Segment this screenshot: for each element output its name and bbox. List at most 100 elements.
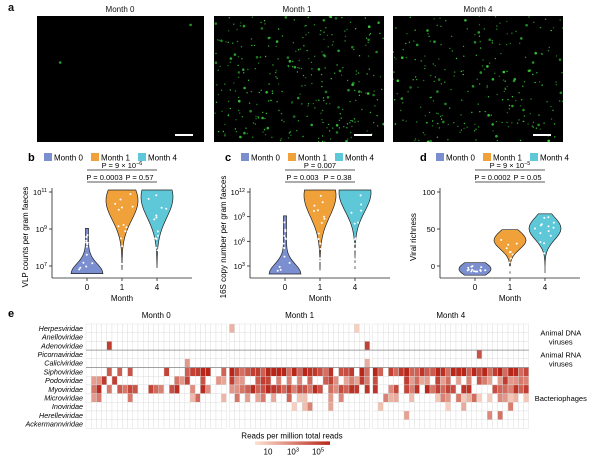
vlp-spot (243, 72, 245, 74)
heatmap-cell (523, 349, 529, 359)
heatmap-cell (338, 332, 345, 342)
heatmap-cell (466, 358, 472, 368)
heatmap-cell (101, 419, 107, 429)
heatmap-cell (403, 393, 410, 403)
vlp-spot (561, 27, 563, 29)
heatmap-cell (429, 341, 436, 351)
heatmap-cell (348, 375, 355, 386)
heatmap-cell (296, 393, 303, 403)
data-point (147, 197, 150, 200)
heatmap-cell (487, 332, 493, 342)
heatmap-cell (398, 384, 405, 394)
heatmap-cell (497, 393, 504, 403)
vlp-spot (367, 41, 369, 44)
vlp-spot (536, 72, 538, 74)
vlp-spot (438, 58, 440, 60)
vlp-spot (297, 49, 300, 51)
heatmap-cell (435, 367, 441, 377)
heatmap-cell (122, 384, 128, 394)
heatmap-cell (513, 410, 519, 420)
heatmap-cell (229, 393, 235, 403)
heatmap-cell (461, 323, 467, 333)
vlp-spot (451, 50, 453, 52)
heatmap-cell (270, 323, 277, 333)
vlp-spot (271, 136, 273, 138)
vlp-spot (325, 103, 327, 105)
heatmap-cell (398, 375, 405, 386)
heatmap-cell (163, 384, 170, 394)
heatmap-cell (220, 332, 227, 342)
heatmap-cell (210, 419, 217, 429)
heatmap-cell (388, 341, 394, 351)
vlp-spot (373, 122, 375, 124)
heatmap-cell (168, 367, 175, 377)
vlp-spot (504, 87, 506, 89)
heatmap-cell (127, 349, 133, 359)
heatmap-cell (450, 323, 457, 333)
heatmap-cell (419, 358, 426, 368)
heatmap-cell (403, 375, 410, 386)
heatmap-cell (168, 341, 175, 351)
heatmap-cell (286, 393, 293, 403)
heatmap-cell (343, 367, 350, 377)
vlp-spot (559, 100, 561, 102)
heatmap-cell (111, 332, 118, 342)
heatmap-cell (142, 367, 149, 377)
heatmap-cell (132, 349, 139, 359)
heatmap-cell (333, 341, 339, 351)
heatmap-cell (333, 367, 339, 377)
heatmap-cell (220, 410, 227, 420)
y-tick-label: 1012 (231, 188, 245, 197)
vlp-spot (239, 135, 242, 139)
heatmap-cell (234, 367, 241, 377)
vlp-spot (302, 74, 305, 77)
vlp-spot (320, 112, 322, 114)
heatmap-cell (153, 323, 160, 333)
vlp-spot (442, 120, 445, 124)
heatmap-cell (383, 410, 389, 420)
heatmap-cell (153, 358, 160, 368)
heatmap-cell (523, 367, 529, 377)
heatmap-cell (215, 402, 222, 412)
data-point (317, 232, 320, 235)
vlp-spot (358, 94, 361, 97)
vlp-spot (440, 118, 443, 120)
heatmap-cell (210, 393, 217, 403)
heatmap-cell (184, 358, 191, 368)
vlp-spot (414, 138, 417, 140)
vlp-spot (555, 55, 558, 57)
heatmap-cell (317, 323, 324, 333)
heatmap-cell (523, 358, 529, 368)
heatmap-cell (354, 332, 360, 342)
heatmap-cell (455, 410, 462, 420)
vlp-spot (260, 89, 262, 92)
vlp-spot (275, 40, 279, 43)
heatmap-cell (518, 358, 524, 368)
heatmap-cell (168, 375, 175, 386)
vlp-spot (251, 44, 253, 47)
heatmap-cell (127, 375, 133, 386)
vlp-spot (242, 69, 245, 71)
heatmap-cell (497, 358, 504, 368)
heatmap-cell (85, 367, 92, 377)
vlp-spot (255, 115, 257, 118)
heatmap-cell (471, 323, 478, 333)
data-point (153, 218, 156, 221)
vlp-spot (296, 71, 299, 73)
heatmap-cell (85, 393, 92, 403)
heatmap-cell (189, 384, 196, 394)
x-tick-label: 1 (120, 283, 125, 292)
x-tick-label: 0 (85, 283, 90, 292)
heatmap-cell (403, 349, 410, 359)
vlp-spot (227, 114, 229, 117)
heatmap-cell (90, 402, 97, 412)
legend-label: Month 4 (345, 154, 374, 163)
vlp-spot (429, 97, 431, 99)
heatmap-cell (174, 419, 180, 429)
heatmap-cell (137, 393, 144, 403)
heatmap-cell (429, 349, 436, 359)
vlp-spot (317, 140, 320, 142)
heatmap-cell (215, 332, 222, 342)
heatmap-cell (429, 384, 436, 394)
vlp-spot (539, 128, 541, 130)
